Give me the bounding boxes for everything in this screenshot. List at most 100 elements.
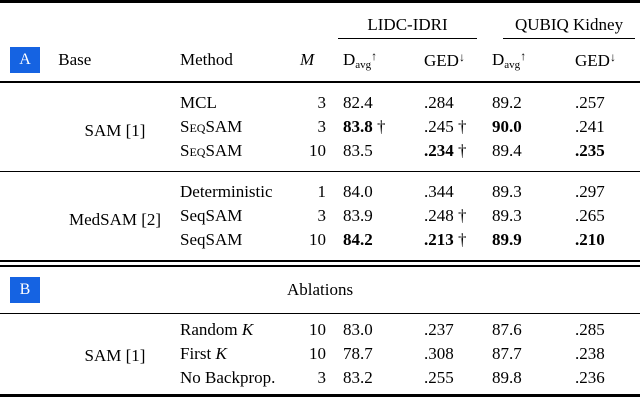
method-label: No Backprop. xyxy=(180,368,276,387)
metric-number: .238 xyxy=(575,344,605,363)
metric-value: .297 xyxy=(570,172,640,205)
metric-value: .237 xyxy=(418,314,487,343)
method-label: Random xyxy=(180,320,242,339)
section-a-badge: A xyxy=(10,47,40,73)
metric-number: 82.4 xyxy=(343,93,373,112)
method-label: SeqSAM xyxy=(180,206,243,225)
metric-value: 89.3 xyxy=(487,172,570,205)
method-cell: SeqSAM xyxy=(175,115,300,139)
table-row: SAM [1] Random K 10 83.0 .237 87.6 .285 xyxy=(0,314,640,365)
dataset-header-qubiq-cell: QUBIQ Kidney xyxy=(487,2,640,39)
col-header-ged-qubiq: GED↓ xyxy=(570,39,640,83)
method-label: MCL xyxy=(180,93,217,112)
metric-number: .255 xyxy=(424,368,454,387)
method-cell: SeqSAM xyxy=(175,139,300,172)
metric-number: .308 xyxy=(424,344,454,363)
metric-number: 83.0 xyxy=(343,320,373,339)
metric-number: .284 xyxy=(424,93,454,112)
metric-number: .245 xyxy=(424,117,454,136)
method-cell: MCL xyxy=(175,82,300,115)
metric-number: 87.6 xyxy=(492,320,522,339)
davg-subscript: avg xyxy=(355,59,372,71)
metric-value: .210 xyxy=(570,228,640,261)
table-row: No Backprop. 3 83.2 .255 89.8 .236 xyxy=(0,366,640,396)
metric-number: .344 xyxy=(424,182,454,201)
metric-number: 89.3 xyxy=(492,206,522,225)
method-label: SeqSAM xyxy=(180,230,243,249)
metric-value: .257 xyxy=(570,82,640,115)
metric-value: .265 xyxy=(570,204,640,228)
metric-number: .213 xyxy=(424,230,454,249)
ged-symbol: GED xyxy=(424,50,459,70)
metric-number: 87.7 xyxy=(492,344,522,363)
table-row: SAM [1] MCL 3 82.4 .284 89.2 .257 xyxy=(0,82,640,140)
method-label: Deterministic xyxy=(180,182,273,201)
down-arrow-icon: ↓ xyxy=(458,49,465,64)
metric-number: 89.3 xyxy=(492,182,522,201)
method-label-math-var: K xyxy=(241,320,254,339)
m-value: 10 xyxy=(309,344,326,363)
metric-number: .285 xyxy=(575,320,605,339)
method-cell: SeqSAM xyxy=(175,228,300,261)
dagger-mark: † xyxy=(372,117,386,136)
ged-symbol: GED xyxy=(575,50,610,70)
m-column-header: M xyxy=(300,39,330,83)
method-cell: Deterministic xyxy=(175,172,300,205)
method-label: SeqSAM xyxy=(180,141,243,160)
metric-number: .237 xyxy=(424,320,454,339)
metric-number: .236 xyxy=(575,368,605,387)
ablations-header-cell: B Ablations xyxy=(0,266,640,314)
metric-number: 89.9 xyxy=(492,230,522,249)
metric-number: 89.4 xyxy=(492,141,522,160)
metric-number: 83.8 xyxy=(343,117,373,136)
metric-value: 83.2 xyxy=(330,366,418,396)
metric-value: 84.2 xyxy=(330,228,418,261)
metric-value: 83.0 xyxy=(330,314,418,343)
method-label: SeqSAM xyxy=(180,117,243,136)
dataset-header-row: LIDC-IDRI QUBIQ Kidney xyxy=(0,2,640,40)
metric-value: 89.4 xyxy=(487,139,570,172)
dagger-mark: † xyxy=(453,206,467,225)
metric-number: .248 xyxy=(424,206,454,225)
method-cell: No Backprop. xyxy=(175,366,300,396)
davg-symbol: D xyxy=(343,50,356,69)
metric-number: 89.2 xyxy=(492,93,522,112)
metric-value: 84.0 xyxy=(330,172,418,205)
metric-value: 89.9 xyxy=(487,228,570,261)
davg-subscript: avg xyxy=(504,59,521,71)
metric-value: 89.2 xyxy=(487,82,570,115)
base-column-header-cell: A Base xyxy=(0,39,175,83)
method-cell: SeqSAM xyxy=(175,204,300,228)
metric-number: 84.0 xyxy=(343,182,373,201)
metric-value: .284 xyxy=(418,82,487,115)
metric-value: .238 xyxy=(570,342,640,366)
davg-symbol: D xyxy=(492,50,505,69)
table-row: SeqSAM 10 83.5 .234 † 89.4 .235 xyxy=(0,139,640,172)
m-column-header-label: M xyxy=(300,50,315,69)
table-row: SeqSAM 3 83.9 .248 † 89.3 .265 xyxy=(0,204,640,228)
metric-number: 83.5 xyxy=(343,141,373,160)
metric-value: 78.7 xyxy=(330,342,418,366)
m-value: 3 xyxy=(317,368,327,387)
metric-number: 89.8 xyxy=(492,368,522,387)
column-header-row: A Base Method M Davg↑ GED↓ Davg↑ GED↓ xyxy=(0,39,640,83)
metric-value: .285 xyxy=(570,314,640,343)
section-b-badge: B xyxy=(10,277,40,303)
group-medsam: MedSAM [2] Deterministic 1 84.0 .344 89.3 .297… xyxy=(0,171,640,262)
method-cell: Random K xyxy=(175,314,300,343)
metric-number: 84.2 xyxy=(343,230,373,249)
results-table-section-a: LIDC-IDRI QUBIQ Kidney A Base Method M D… xyxy=(0,0,640,262)
metric-value: 89.8 xyxy=(487,366,570,396)
up-arrow-icon: ↑ xyxy=(520,49,527,63)
group-sam: SAM [1] MCL 3 82.4.284 89.2.257 SeqSAM 3 83.8 †… xyxy=(0,82,640,172)
metric-number: .257 xyxy=(575,93,605,112)
metric-value: .236 xyxy=(570,366,640,396)
dataset-header-spacer xyxy=(0,2,330,40)
metric-value: .213 † xyxy=(418,228,487,261)
dataset-label-qubiq-kidney: QUBIQ Kidney xyxy=(503,15,636,39)
m-value: 1 xyxy=(317,182,327,201)
metric-value: 82.4 xyxy=(330,82,418,115)
metric-value: 89.3 xyxy=(487,204,570,228)
metric-number: .265 xyxy=(575,206,605,225)
